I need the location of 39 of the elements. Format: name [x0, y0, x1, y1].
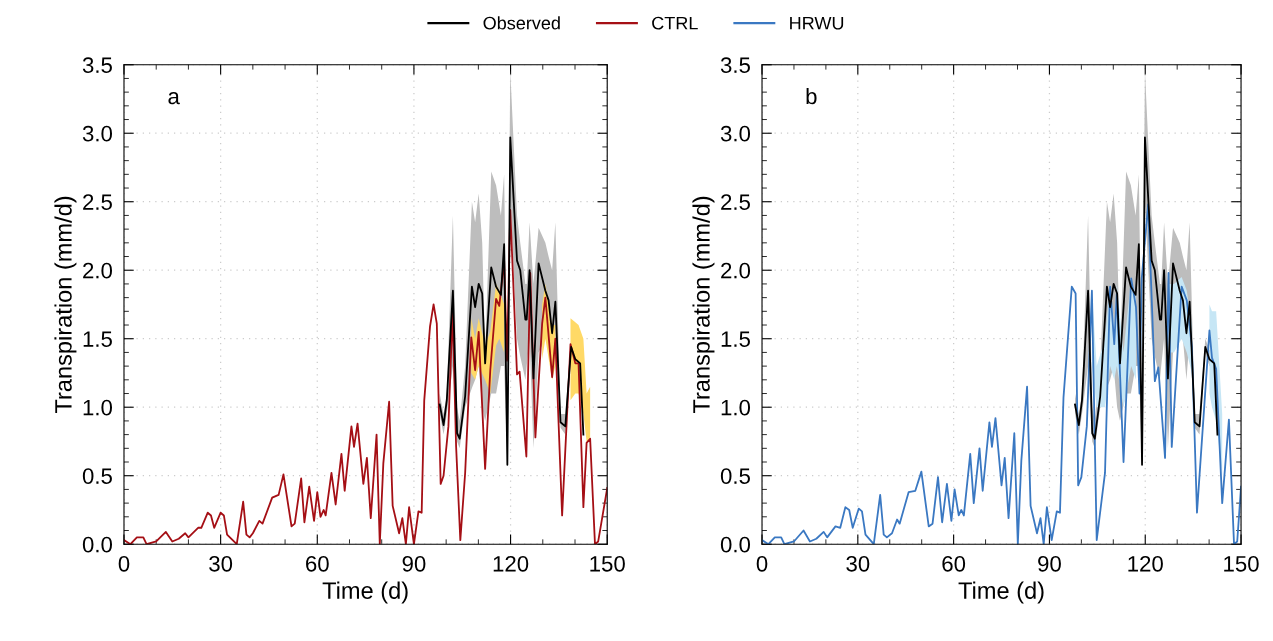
y-axis-title: Transpiration (mm/d) — [54, 196, 77, 414]
x-tick-label: 90 — [1038, 555, 1061, 572]
y-tick-label: 1.5 — [721, 331, 750, 347]
y-tick-label: 3.0 — [720, 125, 751, 142]
y-tick-label: 1.5 — [83, 331, 112, 347]
x-tick-label: 150 — [1224, 555, 1259, 572]
y-tick-label: 2.0 — [83, 262, 113, 279]
y-tick-label: 1.0 — [721, 399, 751, 416]
x-tick-label: 0 — [118, 555, 130, 572]
x-axis-title: Time (d) — [322, 581, 408, 604]
x-tick-label: 90 — [402, 555, 426, 572]
line-series — [438, 136, 585, 466]
y-tick-label: 0.0 — [720, 536, 751, 553]
y-tick-label: 3.5 — [720, 57, 750, 74]
line-series — [1074, 136, 1219, 466]
x-tick-label: 30 — [846, 555, 870, 572]
legend-label: CTRL — [652, 16, 698, 30]
legend-label: HRWU — [790, 16, 844, 30]
x-tick-label: 0 — [756, 555, 768, 572]
y-tick-label: 3.0 — [82, 125, 113, 142]
x-tick-label: 60 — [942, 555, 966, 572]
legend-label: Observed — [483, 16, 560, 30]
x-tick-label: 120 — [1128, 555, 1163, 572]
y-tick-label: 1.0 — [83, 399, 113, 416]
annotation: b — [806, 87, 817, 105]
x-axis-title: Time (d) — [958, 581, 1044, 604]
y-tick-label: 2.5 — [83, 194, 112, 210]
x-tick-label: 30 — [209, 555, 233, 572]
x-tick-label: 60 — [306, 555, 329, 572]
y-tick-label: 2.0 — [721, 262, 751, 279]
annotation: a — [168, 92, 180, 105]
y-tick-label: 3.5 — [82, 57, 112, 74]
y-axis-title: Transpiration (mm/d) — [692, 196, 715, 414]
x-tick-label: 150 — [590, 555, 625, 572]
y-tick-label: 0.5 — [82, 468, 112, 484]
y-tick-label: 0.5 — [720, 468, 750, 484]
x-tick-label: 120 — [493, 555, 529, 572]
y-tick-label: 2.5 — [721, 194, 750, 210]
y-tick-label: 0.0 — [82, 536, 113, 553]
